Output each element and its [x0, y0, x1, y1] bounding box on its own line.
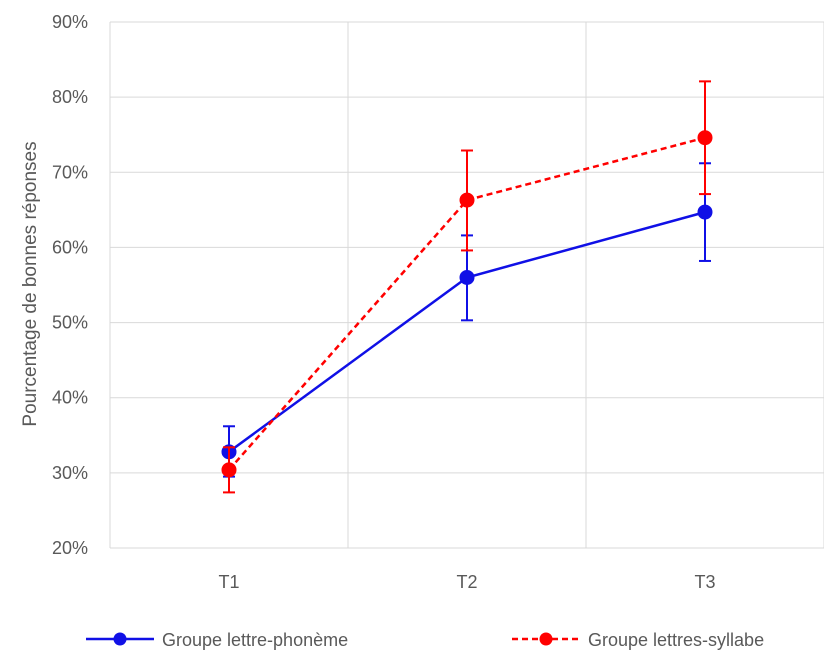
series-layer [221, 80, 713, 494]
x-tick-label: T2 [456, 572, 477, 592]
series-2 [221, 80, 713, 494]
legend-marker-swatch [539, 632, 553, 646]
y-tick-label: 50% [52, 313, 88, 333]
legend-label: Groupe lettres-syllabe [588, 630, 764, 650]
y-tick-label: 60% [52, 237, 88, 257]
legend: Groupe lettre-phonème Groupe lettres-syll… [86, 630, 764, 650]
series-line [228, 136, 706, 471]
y-tick-label: 30% [52, 463, 88, 483]
y-tick-label: 70% [52, 162, 88, 182]
y-tick-label: 40% [52, 388, 88, 408]
x-tick-label: T3 [694, 572, 715, 592]
legend-marker-swatch [113, 632, 127, 646]
y-tick-label: 20% [52, 538, 88, 558]
legend-item-2: Groupe lettres-syllabe [512, 630, 764, 650]
data-point [697, 204, 713, 220]
data-point [459, 192, 475, 208]
x-tick-label: T1 [218, 572, 239, 592]
legend-label: Groupe lettre-phonème [162, 630, 348, 650]
y-tick-label: 80% [52, 87, 88, 107]
data-point [697, 130, 713, 146]
legend-item-1: Groupe lettre-phonème [86, 630, 348, 650]
axis-layer: 20% 30% 40% 50% 60% 70% 80% 90% T1 T2 T3 [52, 12, 716, 592]
y-tick-label: 90% [52, 12, 88, 32]
y-axis-title: Pourcentage de bonnes réponses [20, 141, 41, 426]
data-point [459, 269, 475, 285]
data-point [221, 462, 237, 478]
